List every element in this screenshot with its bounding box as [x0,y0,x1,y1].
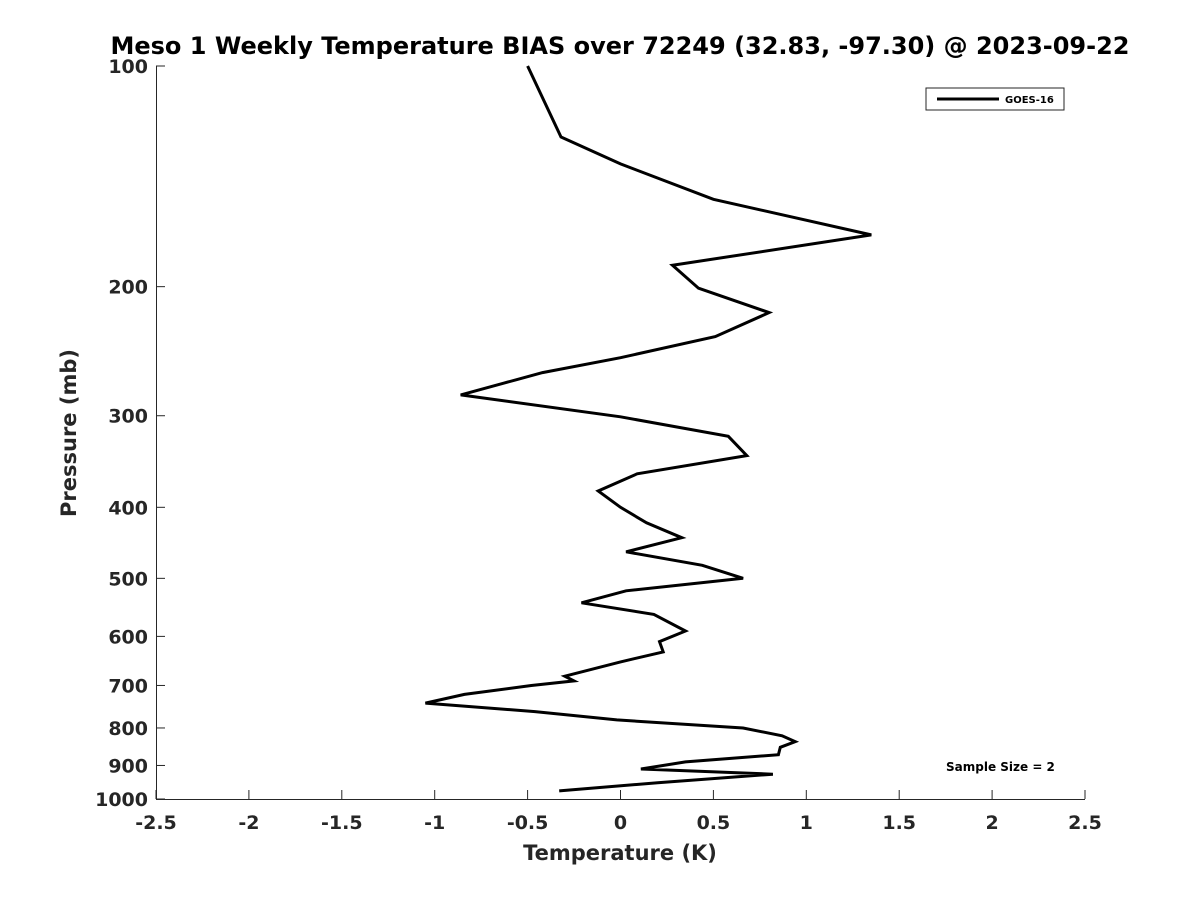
y-tick-label: 200 [108,277,148,299]
plot-area [156,66,1085,800]
y-tick-label: 800 [108,718,148,740]
x-tick-label: 1.5 [882,812,916,834]
chart-title: Meso 1 Weekly Temperature BIAS over 7224… [110,32,1129,60]
x-tick-label: 0.5 [697,812,731,834]
x-tick-label: -0.5 [507,812,549,834]
x-tick-label: 2.5 [1068,812,1102,834]
x-tick-label: -2 [238,812,259,834]
x-tick-label: -2.5 [135,812,177,834]
x-tick-label: 0 [614,812,627,834]
x-tick-label: 1 [800,812,813,834]
y-tick-label: 600 [108,626,148,648]
legend: GOES-16 [925,87,1065,111]
sample-size-annotation: Sample Size = 2 [946,760,1055,774]
y-axis-label: Pressure (mb) [57,349,81,517]
x-tick-label: -1.5 [321,812,363,834]
x-tick-label: -1 [424,812,445,834]
y-tick-label: 1000 [95,789,148,811]
series-line-goes-16 [425,65,872,793]
y-tick-label: 900 [108,755,148,777]
x-axis-label: Temperature (K) [523,841,717,865]
legend-label-goes-16: GOES-16 [1005,95,1054,106]
x-tick-label: 2 [985,812,998,834]
y-tick-label: 300 [108,406,148,428]
x-ticks: -2.5 -2 -1.5 -1 -0.5 0 0.5 1 1.5 2 2.5 [135,790,1102,834]
y-ticks: 100 200 300 400 500 600 700 800 900 1000 [95,56,165,811]
y-tick-label: 400 [108,497,148,519]
y-tick-label: 700 [108,675,148,697]
y-tick-label: 500 [108,568,148,590]
y-tick-label: 100 [108,56,148,78]
